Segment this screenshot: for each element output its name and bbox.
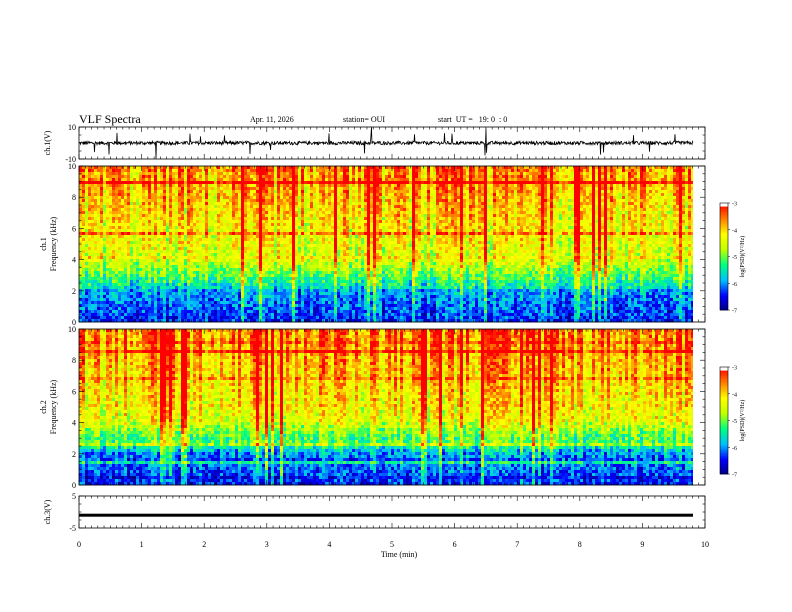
ch1-waveform-trace xyxy=(79,127,694,159)
ch1-ytick-label: 0 xyxy=(72,318,76,327)
ch1-frequency-ylabel: Frequency (kHz) xyxy=(49,216,58,271)
spectrogram-panel-ch1: 0 2 4 6 8 10 ch.1 Frequency (kHz) xyxy=(39,162,706,327)
ch2-frequency-ylabel: Frequency (kHz) xyxy=(49,379,58,434)
colorbar-ch1: -3 -4 -5 -6 -7 log(PSD)(V²/Hz) xyxy=(719,202,746,315)
ch3-ytick-label: -5 xyxy=(69,524,76,533)
ch1-ytick-label: 10 xyxy=(68,162,76,171)
colorbar-ch1-tick-label: -3 xyxy=(732,202,737,208)
ch1-ytick-label: 6 xyxy=(72,224,76,233)
station-label: station= OUI xyxy=(343,115,385,124)
x-tick-label: 1 xyxy=(140,540,144,549)
x-tick-label: 4 xyxy=(327,540,331,549)
ch1-ytick-label: -10 xyxy=(65,155,76,164)
ch2-ytick-label: 2 xyxy=(72,450,76,459)
ch2-ytick-label: 4 xyxy=(72,419,76,428)
colorbar-ch1-label: log(PSD)(V²/Hz) xyxy=(739,236,746,277)
spectrogram-cells-ch1 xyxy=(79,166,695,323)
x-tick-label: 9 xyxy=(640,540,644,549)
x-axis-label: Time (min) xyxy=(381,550,418,559)
colorbar-ch2-tick-label: -7 xyxy=(732,473,737,479)
x-tick-label: 8 xyxy=(578,540,582,549)
x-tick-label: 6 xyxy=(453,540,457,549)
ch2-ytick-label: 0 xyxy=(72,481,76,490)
x-tick-label: 5 xyxy=(390,540,394,549)
start-time-label: start UT = 19: 0 : 0 xyxy=(438,115,507,124)
colorbar-ch2-label: log(PSD)(V²/Hz) xyxy=(739,400,746,441)
colorbar-ch2-tick-label: -3 xyxy=(732,366,737,372)
colorbar-ch2: -3 -4 -5 -6 -7 log(PSD)(V²/Hz) xyxy=(719,366,746,479)
waveform-panel-ch3: 5 -5 ch.3(V) xyxy=(43,492,706,533)
colorbar-ch2-tick-label: -6 xyxy=(732,446,737,452)
waveform-panel-ch1: 10 -10 ch.1(V) xyxy=(43,123,706,164)
ch3-waveform-ylabel: ch.3(V) xyxy=(43,499,52,524)
x-axis: 0 1 2 3 4 5 6 7 8 9 10 xyxy=(77,540,709,549)
figure-date: Apr. 11, 2026 xyxy=(250,115,294,124)
x-tick-label: 0 xyxy=(77,540,81,549)
x-tick-label: 2 xyxy=(202,540,206,549)
ch3-ytick-label: 5 xyxy=(72,492,76,501)
ch2-ytick-label: 8 xyxy=(72,356,76,365)
spectrogram-cells-ch2 xyxy=(79,329,695,486)
ch2-ytick-label: 6 xyxy=(72,387,76,396)
x-tick-label: 3 xyxy=(265,540,269,549)
ch1-ytick-label: 4 xyxy=(72,256,76,265)
colorbar-ch2-tick-label: -5 xyxy=(732,419,737,425)
ch2-channel-label: ch.2 xyxy=(39,400,48,414)
x-tick-label: 7 xyxy=(515,540,519,549)
colorbar-ch1-tick-label: -6 xyxy=(732,282,737,288)
ch1-ytick-label: 10 xyxy=(68,123,76,132)
colorbar-ch1-tick-label: -5 xyxy=(732,255,737,261)
figure-title: VLF Spectra xyxy=(79,112,141,126)
spectrogram-panel-ch2: 0 2 4 6 8 10 ch.2 Frequency (kHz) xyxy=(39,325,706,490)
ch1-channel-label: ch.1 xyxy=(39,237,48,251)
ch2-ytick-label: 10 xyxy=(68,325,76,334)
ch1-ytick-label: 2 xyxy=(72,287,76,296)
ch1-ytick-label: 8 xyxy=(72,193,76,202)
ch1-waveform-ylabel: ch.1(V) xyxy=(43,130,52,155)
colorbar-ch2-tick-label: -4 xyxy=(732,392,737,398)
colorbar-ch1-tick-label: -4 xyxy=(732,228,737,234)
colorbar-ch1-tick-label: -7 xyxy=(732,309,737,315)
ch3-waveform-trace xyxy=(79,513,693,517)
x-tick-label: 10 xyxy=(701,540,709,549)
